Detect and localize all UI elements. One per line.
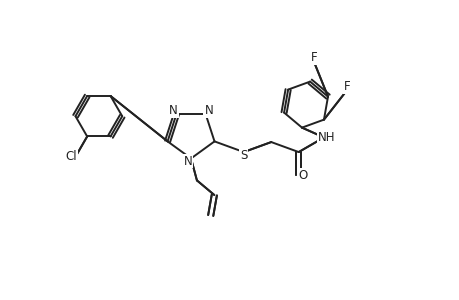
Text: O: O [298,169,307,182]
Text: F: F [343,80,350,93]
Text: F: F [310,51,316,64]
Text: NH: NH [317,131,335,144]
Text: N: N [168,104,177,117]
Text: Cl: Cl [65,150,77,163]
Text: S: S [240,149,247,162]
Text: N: N [183,154,192,167]
Text: N: N [204,104,213,117]
